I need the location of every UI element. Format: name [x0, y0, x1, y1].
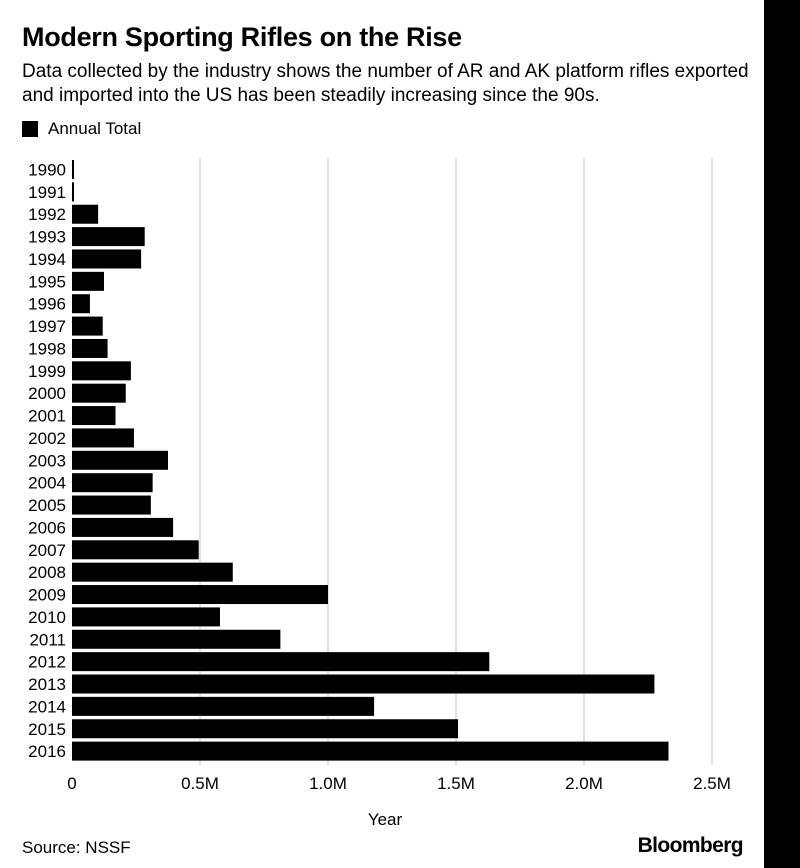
bloomberg-logo: Bloomberg: [637, 834, 744, 857]
bar-1995: [72, 271, 104, 291]
x-tick-label: 2.5M: [693, 774, 731, 793]
y-tick-label: 1991: [28, 183, 66, 202]
source-note: Source: NSSF: [22, 838, 131, 857]
x-axis-labels: 0 0.5M 1.0M 1.5M 2.0M 2.5M: [67, 774, 731, 793]
y-tick-label: 1998: [28, 339, 66, 358]
y-tick-label: 2007: [28, 541, 66, 560]
y-tick-label: 2016: [28, 742, 66, 761]
bar-1999: [72, 361, 131, 381]
bar-2016: [72, 741, 669, 761]
bar-2001: [72, 406, 116, 426]
y-tick-label: 2010: [28, 608, 66, 627]
bar-1996: [72, 294, 90, 314]
y-tick-label: 1999: [28, 362, 66, 381]
bar-2007: [72, 540, 199, 560]
bar-1990: [72, 160, 75, 179]
legend: Annual Total: [22, 119, 141, 139]
bar-2003: [72, 450, 168, 470]
y-tick-label: 2002: [28, 429, 66, 448]
bar-2015: [72, 719, 459, 739]
bar-1994: [72, 249, 142, 269]
y-tick-label: 1996: [28, 295, 66, 314]
y-tick-label: 2013: [28, 675, 66, 694]
x-tick-label: 1.5M: [437, 774, 475, 793]
bar-1997: [72, 316, 103, 336]
bar-2006: [72, 517, 174, 537]
bar-2009: [72, 585, 328, 605]
y-tick-label: 1993: [28, 228, 66, 247]
chart-title: Modern Sporting Rifles on the Rise: [22, 22, 462, 52]
y-tick-label: 1995: [28, 272, 66, 291]
y-tick-label: 2005: [28, 496, 66, 515]
x-tick-label: 1.0M: [309, 774, 347, 793]
y-tick-label: 2009: [28, 586, 66, 605]
right-edge-strip: [764, 0, 800, 868]
bar-1991: [72, 182, 74, 202]
bar-1993: [72, 227, 145, 247]
y-tick-label: 2015: [28, 720, 66, 739]
bar-2013: [72, 674, 655, 694]
bar-1998: [72, 338, 108, 358]
bar-2002: [72, 428, 134, 448]
y-tick-label: 1994: [28, 250, 66, 269]
y-tick-label: 1990: [28, 161, 66, 180]
bars: [72, 160, 669, 761]
y-tick-label: 1997: [28, 317, 66, 336]
y-tick-label: 2008: [28, 563, 66, 582]
x-tick-label: 2.0M: [565, 774, 603, 793]
bar-1992: [72, 204, 99, 224]
y-tick-label: 2004: [28, 474, 66, 493]
y-tick-label: 2011: [29, 630, 66, 649]
legend-label: Annual Total: [48, 119, 142, 138]
x-tick-label: 0: [67, 774, 76, 793]
y-tick-label: 2014: [28, 697, 66, 716]
gridlines: [199, 158, 713, 765]
y-tick-label: 1992: [28, 205, 66, 224]
y-tick-label: 2006: [28, 518, 66, 537]
bar-2004: [72, 473, 153, 493]
legend-swatch: [22, 121, 38, 137]
y-tick-label: 2000: [28, 384, 66, 403]
x-tick-label: 0.5M: [181, 774, 219, 793]
y-tick-label: 2012: [28, 653, 66, 672]
bar-2014: [72, 696, 375, 716]
bar-2010: [72, 607, 220, 627]
bar-2000: [72, 383, 126, 403]
bar-2008: [72, 562, 233, 582]
x-axis-title: Year: [368, 810, 403, 829]
bar-2011: [72, 629, 281, 649]
chart-subtitle: Data collected by the industry shows the…: [22, 61, 749, 106]
y-tick-label: 2001: [28, 407, 66, 426]
bar-2012: [72, 652, 490, 672]
y-tick-label: 2003: [28, 451, 66, 470]
bar-2005: [72, 495, 151, 515]
y-axis-labels: 1990 1991 1992 1993 1994 1995 1996 1997 1998 1999…: [28, 161, 66, 762]
